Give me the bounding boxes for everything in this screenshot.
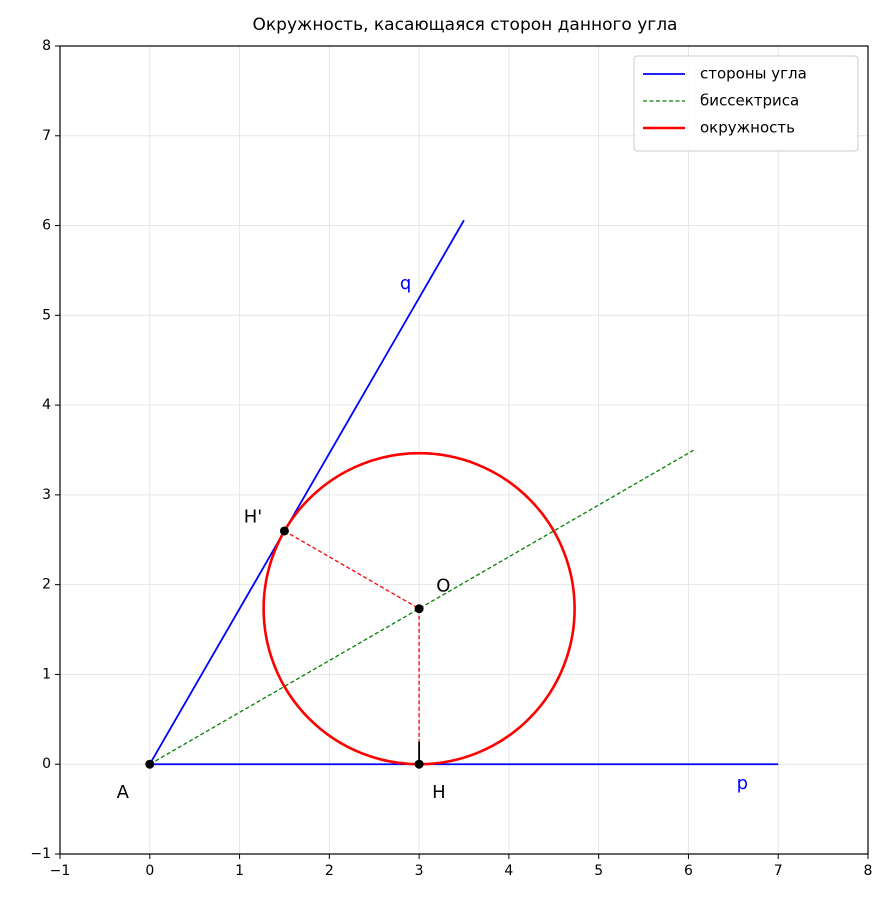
annotation: A bbox=[117, 782, 130, 803]
x-tick-label: 6 bbox=[684, 863, 693, 879]
point bbox=[414, 759, 424, 769]
x-tick-label: 5 bbox=[594, 863, 603, 879]
x-tick-label: 3 bbox=[415, 863, 424, 879]
axes-frame bbox=[59, 45, 869, 855]
y-tick-label: 6 bbox=[42, 218, 51, 234]
y-tick-label: −1 bbox=[30, 846, 51, 862]
x-tick-label: 7 bbox=[774, 863, 783, 879]
x-tick-label: 4 bbox=[504, 863, 513, 879]
y-tick-label: 2 bbox=[42, 577, 51, 593]
y-tick-label: 0 bbox=[42, 756, 51, 772]
point bbox=[414, 604, 424, 614]
point bbox=[145, 759, 155, 769]
y-tick-label: 1 bbox=[42, 666, 51, 682]
y-tick-label: 7 bbox=[42, 128, 51, 144]
plot-area bbox=[148, 219, 779, 766]
y-tick-label: 8 bbox=[42, 38, 51, 54]
annotation: H bbox=[432, 782, 446, 803]
x-tick-label: 8 bbox=[864, 863, 873, 879]
x-tick-label: 0 bbox=[145, 863, 154, 879]
x-tick-label: 2 bbox=[325, 863, 334, 879]
annotation: H' bbox=[244, 506, 262, 527]
legend-label: стороны угла bbox=[700, 65, 807, 83]
y-tick-label: 5 bbox=[42, 307, 51, 323]
y-tick-label: 4 bbox=[42, 397, 51, 413]
x-tick-label: 1 bbox=[235, 863, 244, 879]
chart-title: Окружность, касающаяся сторон данного уг… bbox=[253, 15, 678, 35]
line bbox=[284, 530, 420, 765]
x-tick-label: −1 bbox=[50, 863, 71, 879]
legend-label: окружность bbox=[700, 119, 795, 137]
line bbox=[148, 219, 779, 766]
legend-box bbox=[633, 55, 859, 152]
annotation: O bbox=[436, 575, 450, 596]
annotation: q bbox=[400, 273, 411, 294]
legend-label: биссектриса bbox=[700, 92, 799, 110]
point bbox=[279, 526, 289, 536]
y-tick-label: 3 bbox=[42, 487, 51, 503]
annotation: p bbox=[737, 773, 748, 794]
